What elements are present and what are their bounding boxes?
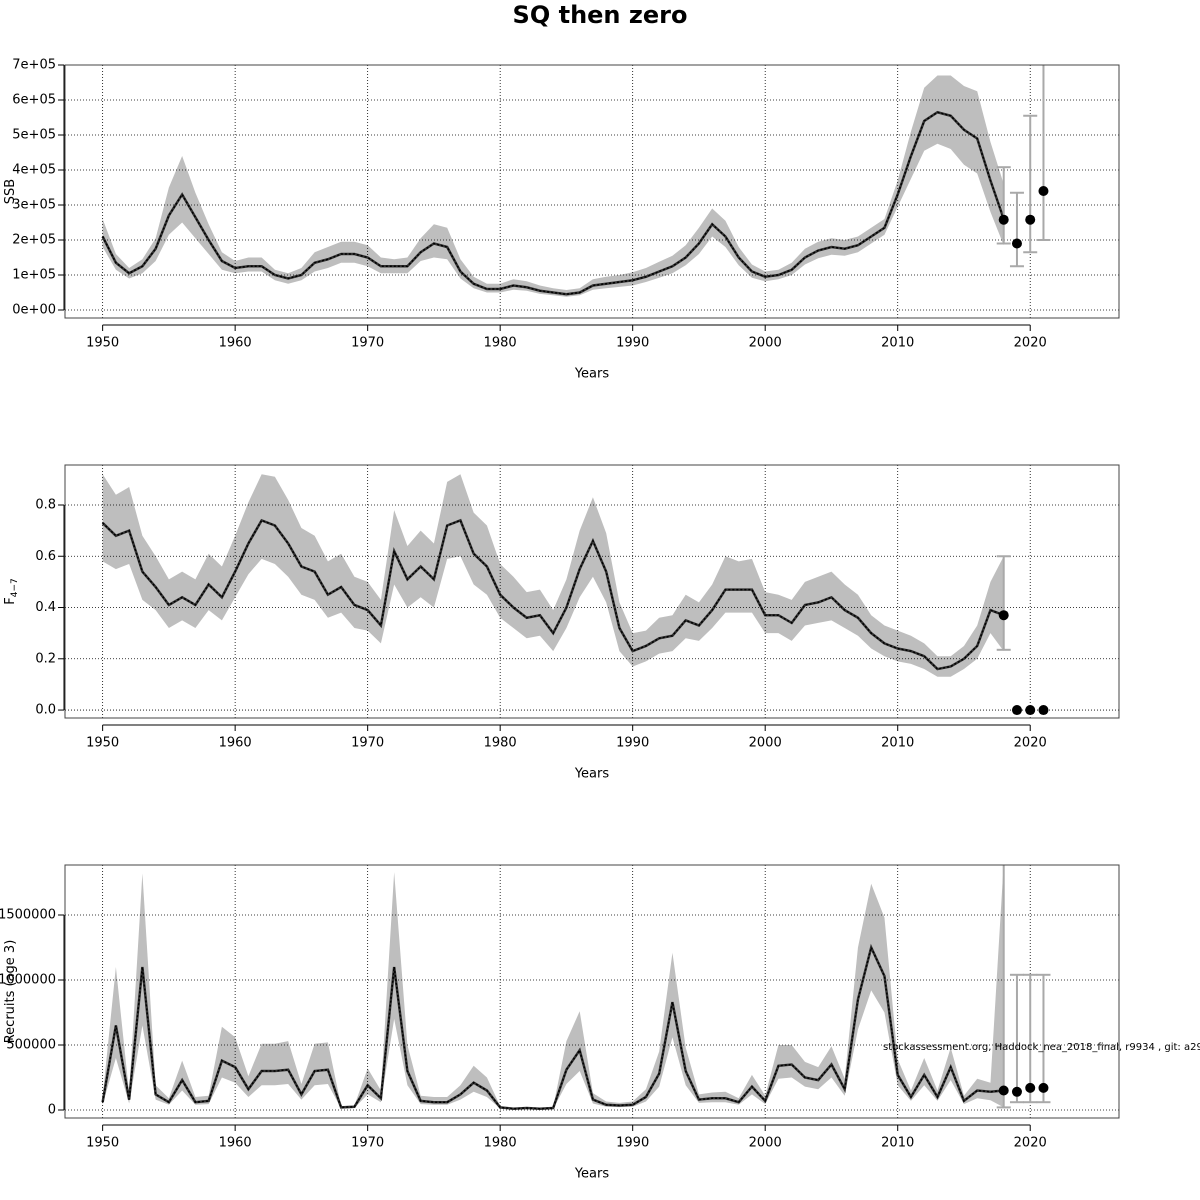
forecast-point: [998, 610, 1009, 621]
plot-frame: [64, 64, 1120, 319]
x-tick-label: 1990: [616, 336, 649, 351]
y-tick-label: 0.2: [35, 651, 56, 666]
x-tick-label: 1950: [86, 336, 119, 351]
y-axis-label: F4−7: [3, 578, 20, 604]
forecast-point: [1038, 705, 1049, 716]
y-axis-label-text: Recruits (age 3): [3, 940, 18, 1044]
chart-title: SQ then zero: [513, 1, 688, 29]
estimate-line-dots: [101, 111, 1005, 296]
x-tick-label: 1980: [484, 336, 517, 351]
x-tick-label: 2010: [881, 1136, 914, 1151]
y-axis-label-sub: 4−7: [10, 578, 20, 597]
y-tick-label: 1500000: [0, 908, 56, 923]
forecast-point: [1038, 186, 1049, 197]
plot-area: [65, 65, 1119, 318]
forecast-point: [1038, 1082, 1049, 1093]
x-tick-label: 1970: [351, 336, 384, 351]
y-axis-label: SSB: [3, 179, 18, 204]
y-tick-label: 4e+05: [12, 163, 56, 178]
plot-area: [65, 465, 1119, 718]
x-tick-label: 1950: [86, 736, 119, 751]
y-axis-label-text: F: [3, 597, 18, 604]
plot-frame: [64, 864, 1120, 1119]
x-tick-label: 2000: [749, 1136, 782, 1151]
forecast-point: [1011, 238, 1022, 249]
x-tick-label: 1990: [616, 736, 649, 751]
y-tick-label: 6e+05: [12, 93, 56, 108]
confidence-band: [102, 75, 1004, 297]
x-tick-label: 2000: [749, 736, 782, 751]
x-tick-label: 1990: [616, 1136, 649, 1151]
x-tick-label: 1960: [219, 336, 252, 351]
forecast-point: [1011, 1086, 1022, 1097]
y-tick-label: 0.4: [35, 600, 56, 615]
x-tick-label: 1980: [484, 736, 517, 751]
y-tick-label: 7e+05: [12, 58, 56, 73]
forecast-point: [1025, 214, 1036, 225]
x-tick-label: 2010: [881, 736, 914, 751]
y-tick-label: 0.6: [35, 549, 56, 564]
y-tick-label: 3e+05: [12, 198, 56, 213]
x-tick-label: 2020: [1014, 1136, 1047, 1151]
x-axis-label: Years: [574, 367, 610, 382]
annotation: stockassessment.org, Haddock_nea_2018_fi…: [883, 1042, 1200, 1053]
y-tick-label: 5e+05: [12, 128, 56, 143]
x-tick-label: 2000: [749, 336, 782, 351]
confidence-band: [102, 865, 1004, 1110]
x-tick-label: 1980: [484, 1136, 517, 1151]
y-tick-label: 0e+00: [12, 303, 56, 318]
estimate-line-dots: [102, 519, 1004, 670]
x-tick-label: 2010: [881, 336, 914, 351]
y-axis-label-text: SSB: [3, 179, 18, 204]
y-tick-label: 0: [48, 1103, 56, 1118]
y-tick-label: 0.0: [35, 703, 56, 718]
forecast-point: [1025, 705, 1036, 716]
confidence-band: [102, 474, 1004, 677]
x-axis-label: Years: [574, 767, 610, 782]
x-tick-label: 2020: [1014, 336, 1047, 351]
forecast-point: [998, 1085, 1009, 1096]
y-axis-label: Recruits (age 3): [3, 940, 18, 1044]
x-tick-label: 1970: [351, 736, 384, 751]
x-axis-label: Years: [574, 1167, 610, 1182]
estimate-line: [101, 110, 1005, 296]
x-tick-label: 2020: [1014, 736, 1047, 751]
y-tick-label: 2e+05: [12, 233, 56, 248]
y-tick-label: 500000: [6, 1038, 56, 1053]
forecast-point: [998, 214, 1009, 225]
estimate-line-dots: [101, 945, 1004, 1110]
forecast-point: [1011, 705, 1022, 716]
y-tick-label: 1000000: [0, 973, 56, 988]
y-tick-label: 1e+05: [12, 268, 56, 283]
plot-area: [65, 865, 1119, 1118]
y-tick-label: 0.8: [35, 497, 56, 512]
x-tick-label: 1970: [351, 1136, 384, 1151]
x-tick-label: 1950: [86, 1136, 119, 1151]
plot-frame: [64, 464, 1120, 719]
forecast-point: [1025, 1082, 1036, 1093]
x-tick-label: 1960: [219, 736, 252, 751]
x-tick-label: 1960: [219, 1136, 252, 1151]
